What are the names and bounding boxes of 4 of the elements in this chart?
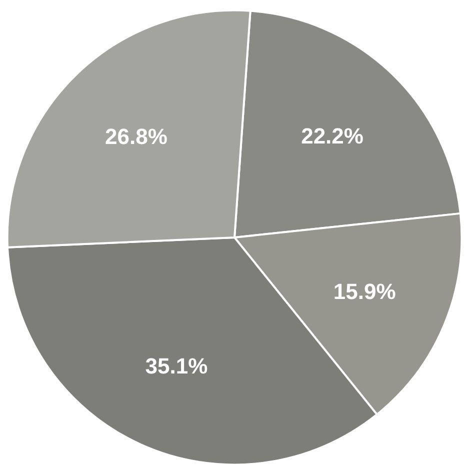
data-label: 26.8% bbox=[105, 124, 168, 149]
data-label: 35.1% bbox=[145, 354, 208, 379]
data-label: 22.2% bbox=[301, 123, 364, 148]
data-label: 15.9% bbox=[333, 279, 396, 304]
